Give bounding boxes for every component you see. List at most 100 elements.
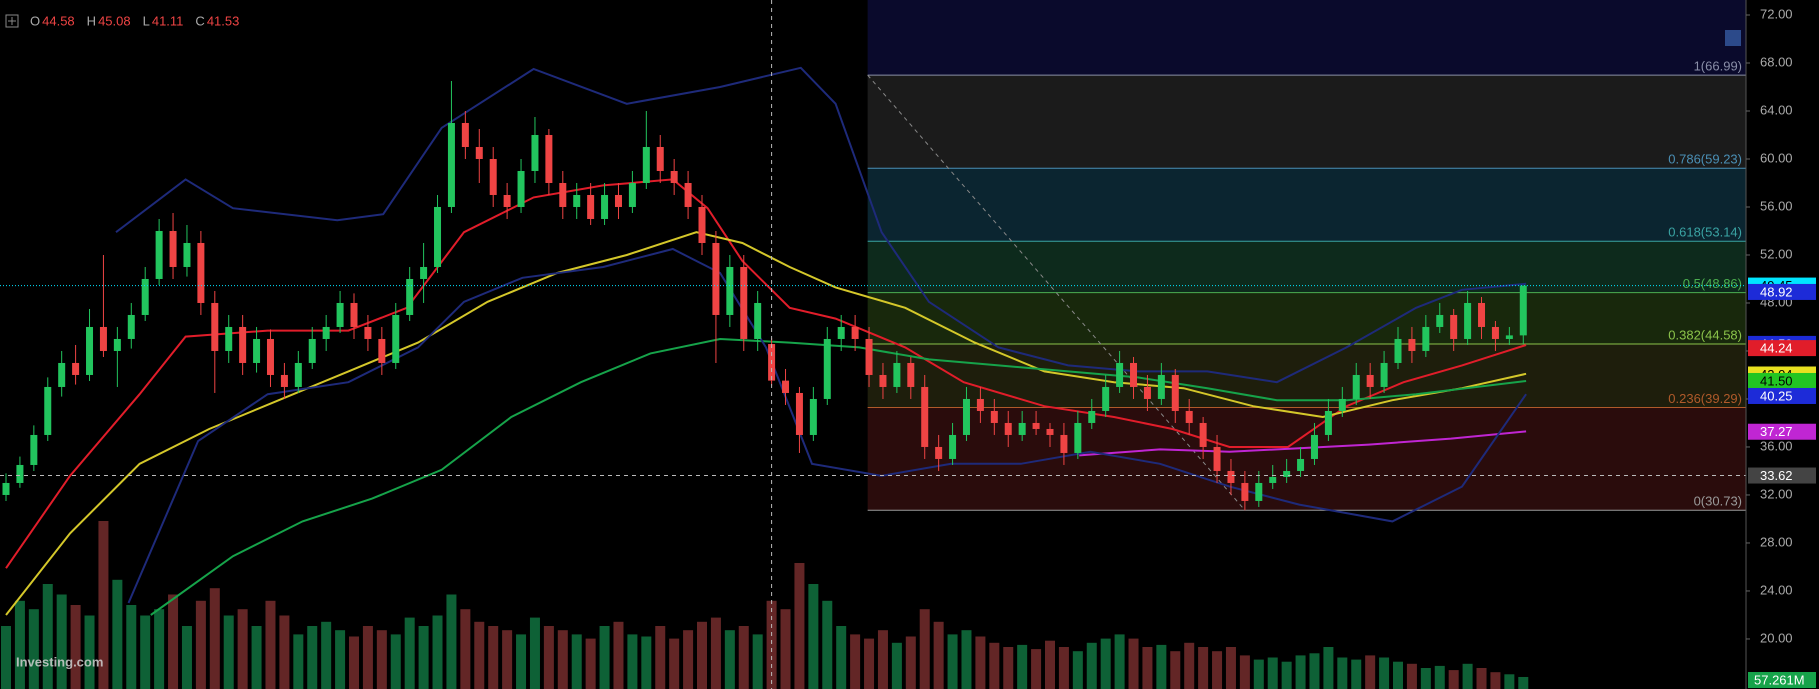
candle-body [364, 326, 372, 339]
volume-bar [293, 634, 304, 689]
candle-body [1380, 362, 1388, 387]
toolbar-icon[interactable] [5, 14, 19, 28]
volume-bar [1253, 659, 1264, 689]
candle-body [1116, 362, 1124, 387]
candle-body [879, 374, 887, 387]
candle-body [837, 326, 845, 339]
candle-body [1422, 326, 1430, 351]
candle-body [712, 242, 720, 315]
volume-bar [42, 584, 53, 689]
volume-bar [891, 642, 902, 689]
candle-body [1255, 482, 1263, 501]
volume-bar [627, 634, 638, 689]
volume-bar [599, 626, 610, 689]
candle-body [949, 434, 957, 459]
volume-bar [1045, 640, 1055, 689]
volume-bar [1490, 672, 1501, 689]
volume-bar [836, 626, 847, 689]
candle-body [1366, 374, 1374, 387]
volume-bar [1337, 657, 1348, 689]
candle-body [211, 302, 219, 351]
indicator-line [5, 231, 1527, 616]
watermark: Investing.com [16, 654, 103, 669]
candle-body [461, 122, 469, 147]
price-tag-bg [1748, 372, 1816, 389]
price-tag: 37.27 [1760, 424, 1793, 439]
ohlc-value: 41.53 [207, 13, 240, 28]
volume-bar [154, 609, 165, 689]
y-tick-label: 52.00 [1760, 246, 1793, 261]
volume-bar [1295, 655, 1306, 689]
volume-bar [557, 630, 568, 689]
ohlc-key: L [143, 13, 150, 28]
settings-icon[interactable] [1725, 30, 1741, 46]
candle-body [1074, 422, 1082, 453]
candle-body [2, 482, 10, 495]
volume-bar [1406, 663, 1417, 689]
candle-body [225, 326, 233, 351]
candle-body [545, 134, 553, 183]
volume-bar [613, 621, 624, 689]
volume-bar [822, 600, 833, 689]
volume-bar [181, 626, 192, 689]
volume-bar [349, 636, 359, 689]
price-tag: 44.24 [1760, 341, 1793, 356]
candle-body [489, 158, 497, 195]
volume-bar [919, 609, 930, 689]
volume-bar [697, 621, 707, 689]
candle-body [30, 434, 38, 465]
volume-bar [432, 615, 443, 689]
indicator-line [127, 247, 1527, 604]
volume-bar [126, 605, 137, 689]
candle-body [58, 362, 66, 387]
volume-bar [1434, 665, 1445, 689]
candle-body [350, 302, 358, 327]
candle-body [628, 182, 636, 207]
indicator-line [1079, 430, 1527, 457]
candle-body [601, 194, 609, 219]
price-tag-bg [1748, 283, 1816, 300]
y-tick-label: 68.00 [1760, 54, 1793, 69]
volume-bar [223, 615, 234, 689]
candle-body [392, 314, 400, 363]
candle-body [1143, 386, 1151, 399]
volume-bar [404, 617, 415, 689]
indicator-line [5, 178, 1527, 569]
volume-bar [1379, 657, 1390, 689]
volume-bar [279, 615, 290, 689]
volume-bar [98, 521, 109, 689]
candle-body [1088, 410, 1096, 423]
volume-bar [543, 626, 554, 689]
volume-bar [84, 615, 95, 689]
candle-body [1324, 410, 1332, 435]
ohlc-key: H [87, 13, 96, 28]
volume-bar [1448, 670, 1459, 689]
volume-bar [1225, 647, 1236, 689]
volume-bar [724, 630, 735, 689]
volume-bar [390, 634, 401, 689]
candle-body [1408, 338, 1416, 351]
candle-body [823, 338, 831, 399]
candle-body [1032, 422, 1040, 429]
price-tag-bg [1748, 423, 1816, 440]
volume-bar [794, 563, 805, 689]
candle-body [642, 146, 650, 183]
fib-zone [867, 407, 1746, 511]
candle-body [698, 206, 706, 243]
volume-bar [488, 626, 499, 689]
candle-body [253, 338, 261, 363]
candle-body [1310, 434, 1318, 459]
ohlc-key: C [195, 13, 204, 28]
volume-bar [1017, 644, 1028, 689]
candle-body [1060, 434, 1068, 453]
volume-bar [933, 621, 944, 689]
y-tick-label: 28.00 [1760, 534, 1793, 549]
candle-body [420, 266, 428, 279]
volume-bar [738, 626, 749, 689]
volume-bar [961, 630, 972, 689]
price-tag-bg [1748, 340, 1816, 357]
crosshair-price-tag: 33.62 [1760, 468, 1793, 483]
fib-zone [867, 75, 1746, 169]
fib-level-label: 0.618(53.14) [1668, 225, 1742, 240]
